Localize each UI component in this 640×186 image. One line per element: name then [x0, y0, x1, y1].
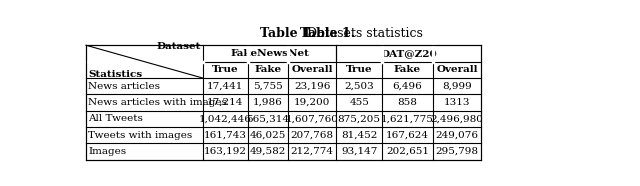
- Text: Statistics: Statistics: [88, 70, 142, 79]
- Text: 212,774: 212,774: [291, 147, 333, 156]
- Text: 17,441: 17,441: [207, 82, 243, 91]
- Text: 565,314: 565,314: [246, 114, 289, 123]
- Text: 455: 455: [349, 98, 369, 107]
- Text: 167,624: 167,624: [386, 131, 429, 140]
- Text: 295,798: 295,798: [435, 147, 479, 156]
- Text: 875,205: 875,205: [338, 114, 381, 123]
- Text: 6,496: 6,496: [392, 82, 422, 91]
- Text: 1,607,760: 1,607,760: [285, 114, 339, 123]
- Text: Table 1.: Table 1.: [260, 27, 316, 40]
- Text: 1313: 1313: [444, 98, 470, 107]
- Text: 1,621,775: 1,621,775: [381, 114, 434, 123]
- Text: Overall: Overall: [291, 65, 333, 74]
- Text: 163,192: 163,192: [204, 147, 247, 156]
- Text: DAT@Z20: DAT@Z20: [380, 49, 437, 58]
- Text: Datasets statistics: Datasets statistics: [303, 27, 423, 40]
- Text: 8,999: 8,999: [442, 82, 472, 91]
- Text: 17,214: 17,214: [207, 98, 243, 107]
- Text: Tweets with images: Tweets with images: [88, 131, 193, 140]
- Text: News articles: News articles: [88, 82, 161, 91]
- Text: Fake: Fake: [255, 65, 282, 74]
- Text: 161,743: 161,743: [204, 131, 247, 140]
- Text: 23,196: 23,196: [294, 82, 330, 91]
- Text: 858: 858: [397, 98, 417, 107]
- Text: 81,452: 81,452: [341, 131, 378, 140]
- Text: 49,582: 49,582: [250, 147, 286, 156]
- Text: Images: Images: [88, 147, 127, 156]
- Text: 2,496,980: 2,496,980: [431, 114, 483, 123]
- Text: 2,503: 2,503: [344, 82, 374, 91]
- Text: 46,025: 46,025: [250, 131, 286, 140]
- Text: 249,076: 249,076: [435, 131, 479, 140]
- Text: 93,147: 93,147: [341, 147, 378, 156]
- Text: Overall: Overall: [436, 65, 477, 74]
- Text: 207,768: 207,768: [291, 131, 333, 140]
- Text: Fake: Fake: [394, 65, 421, 74]
- Text: FakeNewsNet: FakeNewsNet: [230, 49, 309, 58]
- Text: True: True: [212, 65, 239, 74]
- Text: 5,755: 5,755: [253, 82, 283, 91]
- Text: All Tweets: All Tweets: [88, 114, 143, 123]
- Text: 1,042,446: 1,042,446: [199, 114, 252, 123]
- Text: 1,986: 1,986: [253, 98, 283, 107]
- Text: 19,200: 19,200: [294, 98, 330, 107]
- Text: True: True: [346, 65, 372, 74]
- Text: 202,651: 202,651: [386, 147, 429, 156]
- Text: News articles with images: News articles with images: [88, 98, 227, 107]
- Text: Dataset: Dataset: [156, 42, 200, 51]
- Text: Table 1.: Table 1.: [300, 27, 356, 40]
